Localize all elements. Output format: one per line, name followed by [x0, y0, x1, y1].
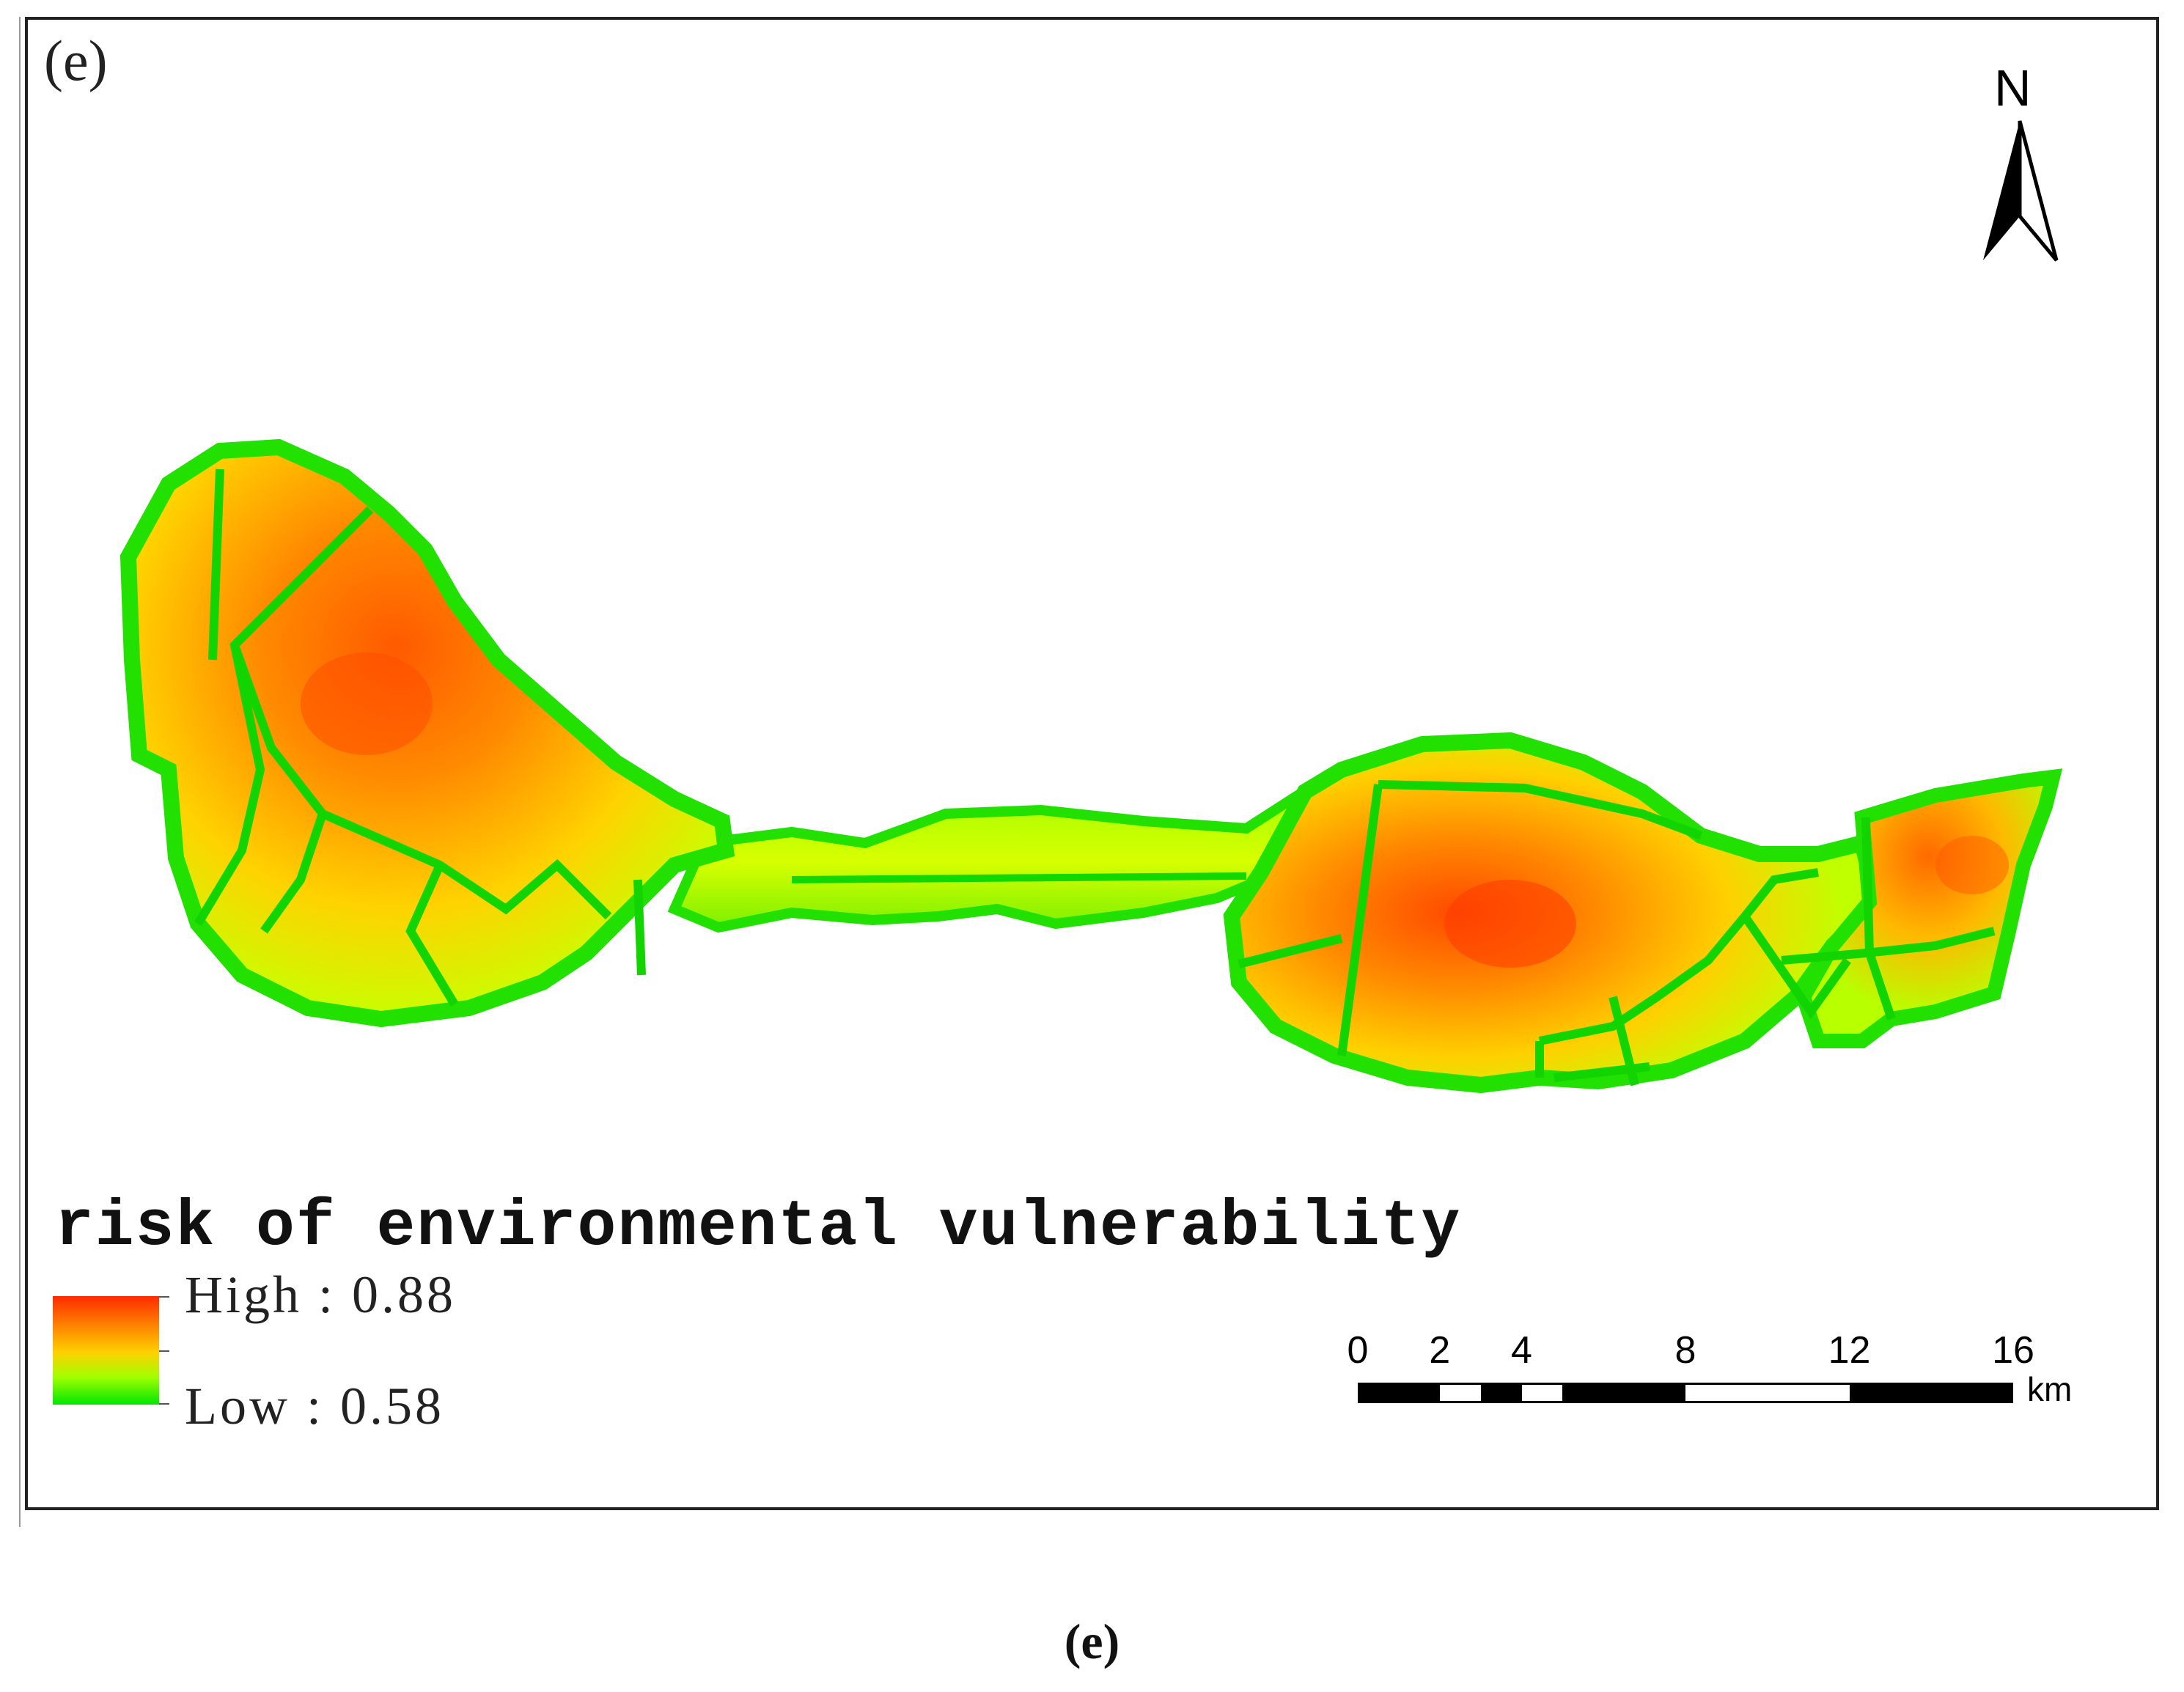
scale-segment	[1562, 1385, 1685, 1401]
scale-tick-label: 0	[1347, 1329, 1369, 1372]
scale-segment	[1521, 1385, 1563, 1401]
legend-low-label: Low : 0.58	[185, 1377, 444, 1435]
scale-segment	[1849, 1385, 2013, 1401]
scale-unit: km	[2027, 1370, 2073, 1408]
scale-bar	[1358, 1383, 2013, 1403]
panel-label: (e)	[44, 29, 108, 92]
legend-tick-mid	[159, 1350, 169, 1352]
figure-caption: (e)	[1064, 1614, 1120, 1669]
north-arrow-icon	[1983, 120, 2059, 262]
western-district	[120, 438, 735, 1028]
north-letter: N	[1994, 59, 2032, 117]
scale-tick-label: 2	[1429, 1329, 1451, 1372]
legend-high-label: High : 0.88	[185, 1265, 457, 1324]
scale-tick-label: 4	[1511, 1329, 1532, 1372]
scale-tick-label: 8	[1674, 1329, 1696, 1372]
scale-segment	[1439, 1385, 1481, 1401]
scale-segment	[1685, 1385, 1850, 1401]
scale-tick-label: 12	[1828, 1329, 1871, 1372]
central-corridor	[667, 787, 1319, 933]
scale-tick-label: 16	[1992, 1329, 2034, 1372]
legend-color-ramp	[53, 1296, 159, 1405]
frame-edge-line	[19, 17, 21, 1527]
scale-segment	[1358, 1385, 1440, 1401]
legend-tick-high	[159, 1296, 169, 1298]
legend-tick-low	[159, 1403, 169, 1405]
scale-segment	[1480, 1385, 1522, 1401]
legend-title: risk of environmental vulnerability	[55, 1191, 1462, 1264]
